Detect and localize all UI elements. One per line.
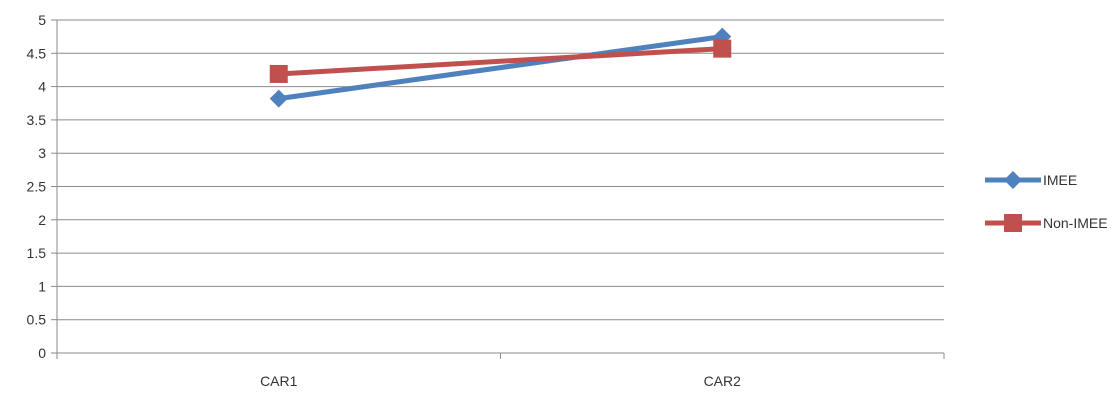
data-point-diamond <box>269 89 288 108</box>
legend-item: Non-IMEE <box>985 214 1108 232</box>
gridlines <box>57 19 944 354</box>
series-line <box>278 46 723 77</box>
y-tick-label: 1.5 <box>27 245 47 261</box>
legend-label: IMEE <box>1043 172 1077 188</box>
legend-item: IMEE <box>985 171 1077 189</box>
x-tick-label: CAR1 <box>260 373 298 389</box>
y-tick-label: 4 <box>38 79 46 95</box>
y-tick-label: 3.5 <box>27 112 47 128</box>
x-tick-label: CAR2 <box>704 373 742 389</box>
series-layer <box>269 27 732 108</box>
y-tick-label: 2.5 <box>27 179 47 195</box>
legend-label: Non-IMEE <box>1043 215 1108 231</box>
y-tick-label: 0 <box>38 345 46 361</box>
y-tick-label: 5 <box>38 12 46 28</box>
series-line <box>278 34 723 102</box>
y-tick-label: 2 <box>38 212 46 228</box>
legend-diamond-icon <box>1004 171 1022 189</box>
data-point-square <box>269 64 288 83</box>
y-tick-label: 1 <box>38 278 46 294</box>
data-point-square <box>713 39 732 58</box>
y-tick-label: 3 <box>38 145 46 161</box>
y-tick-label: 0.5 <box>27 312 47 328</box>
y-tick-label: 4.5 <box>27 45 47 61</box>
series-non-imee <box>269 39 732 83</box>
series-imee <box>269 27 732 108</box>
legend-square-icon <box>1004 214 1022 232</box>
legend: IMEE Non-IMEE <box>985 171 1108 232</box>
axes: 0 0.5 1 1.5 2 2.5 3 3.5 4 4.5 5 CAR1 CAR2 <box>27 12 945 389</box>
